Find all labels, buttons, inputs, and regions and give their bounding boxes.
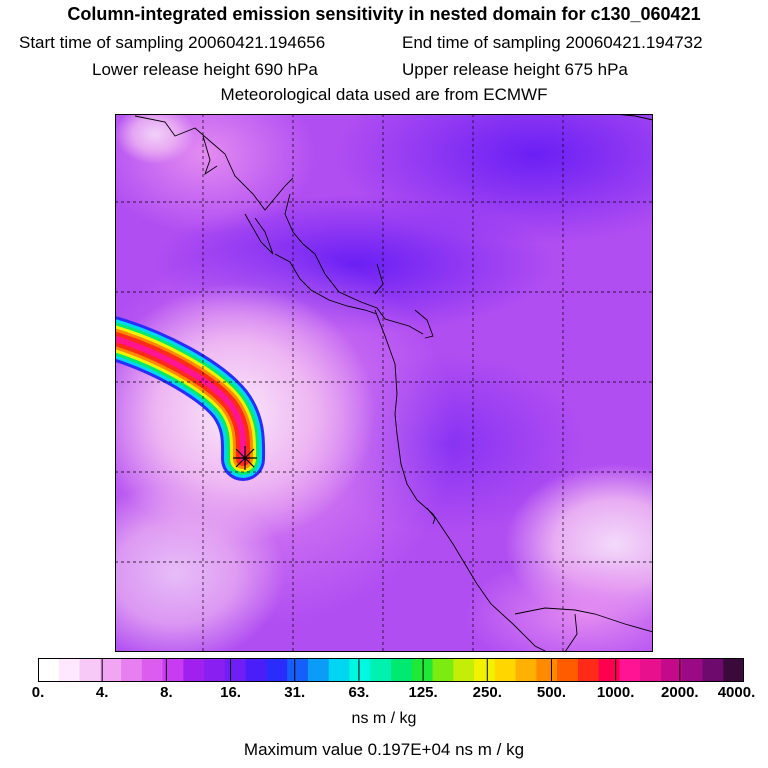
colorbar-swatch [536, 658, 558, 682]
star-marker [233, 446, 257, 470]
colorbar-tick-label: 1000. [596, 684, 635, 701]
lower-release-height: Lower release height 690 hPa [92, 60, 318, 79]
colorbar-ticks: 0. 4. 8. 16. 31. 63. 125. 250. 500. 1000. 2000. 400… [0, 684, 768, 704]
colorbar-swatch [79, 658, 101, 682]
sampling-end: End time of sampling 20060421.194732 [402, 33, 703, 52]
colorbar-swatch [681, 658, 703, 682]
colorbar-swatch [619, 658, 641, 682]
sampling-start: Start time of sampling 20060421.194656 [19, 33, 326, 52]
colorbar-swatch [640, 658, 662, 682]
colorbar-swatch [577, 658, 600, 682]
colorbar-swatch [245, 658, 267, 682]
colorbar [38, 658, 744, 682]
colorbar-swatch [183, 658, 205, 682]
colorbar-swatch [453, 658, 475, 682]
colorbar-swatch [432, 658, 454, 682]
colorbar-frame [38, 658, 744, 682]
colorbar-swatch [660, 658, 683, 682]
colorbar-swatch [38, 658, 60, 682]
colorbar-tick-label: 8. [160, 684, 173, 701]
colorbar-swatch [370, 658, 392, 682]
colorbar-swatch [58, 658, 81, 682]
colorbar-swatch [121, 658, 143, 682]
emission-plume [115, 315, 266, 481]
map-frame [115, 114, 653, 652]
colorbar-swatch [141, 658, 164, 682]
region-mid-se [465, 554, 653, 652]
colorbar-tick-label: 4. [95, 684, 109, 701]
colorbar-swatch [266, 658, 288, 682]
colorbar-swatch [494, 658, 517, 682]
colorbar-tick-label: 500. [536, 684, 567, 701]
colorbar-swatch [702, 658, 724, 682]
colorbar-swatch [391, 658, 413, 682]
colorbar-swatch [411, 658, 434, 682]
colorbar-swatch [515, 658, 537, 682]
colorbar-swatch [557, 658, 579, 682]
region-pale-corner [115, 114, 195, 164]
colorbar-tick-label: 125. [408, 684, 438, 701]
colorbar-swatch [723, 658, 744, 682]
colorbar-swatch [100, 658, 122, 682]
region-pale-sw [115, 484, 285, 652]
colorbar-units: ns m / kg [351, 710, 417, 727]
colorbar-tick-label: 31. [284, 684, 306, 701]
colorbar-swatch [598, 658, 620, 682]
plot-title: Column-integrated emission sensitivity i… [67, 4, 701, 24]
sensitivity-map [115, 114, 653, 652]
colorbar-swatch [307, 658, 330, 682]
colorbar-tick-label: 0. [31, 684, 45, 701]
colorbar-swatch [204, 658, 226, 682]
colorbar-tick-label: 16. [220, 684, 241, 701]
colorbar-tick-label: 2000. [661, 684, 699, 701]
colorbar-swatch [328, 658, 350, 682]
met-data-source: Meteorological data used are from ECMWF [220, 85, 548, 104]
colorbar-tick-label: 250. [472, 684, 502, 701]
colorbar-swatch [162, 658, 184, 682]
colorbar-swatch [349, 658, 371, 682]
colorbar-swatch [287, 658, 309, 682]
maximum-value: Maximum value 0.197E+04 ns m / kg [243, 740, 525, 759]
colorbar-swatch [224, 658, 247, 682]
colorbar-swatch [474, 658, 496, 682]
upper-release-height: Upper release height 675 hPa [402, 60, 628, 79]
colorbar-tick-label: 63. [348, 684, 370, 701]
colorbar-tick-label: 4000. [717, 684, 756, 701]
